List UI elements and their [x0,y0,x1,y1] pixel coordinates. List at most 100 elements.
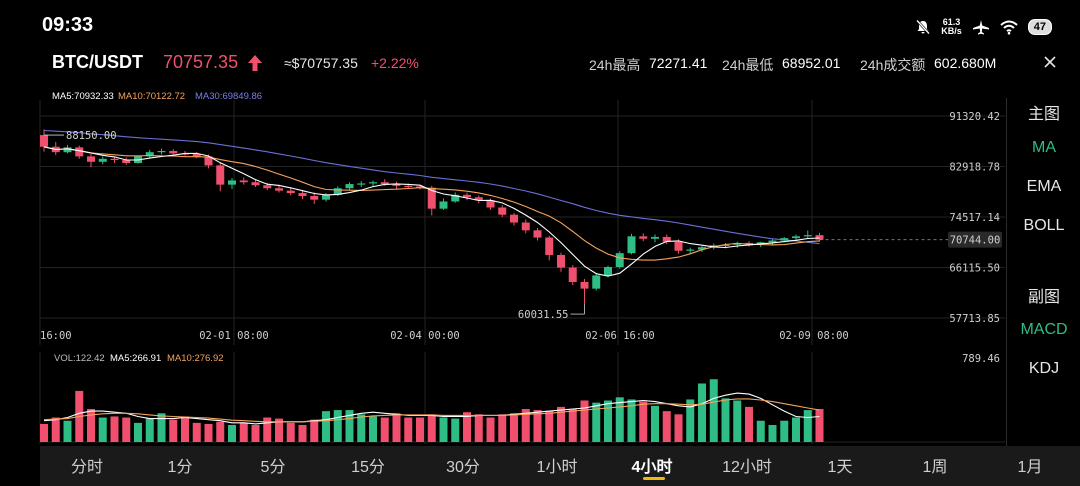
candle-body [639,236,648,239]
price-change: +2.22% [371,55,419,71]
timeframe-tab[interactable]: 1天 [827,459,853,476]
candle-body [310,196,319,200]
candle [110,156,119,164]
vol-ma10-line [43,398,820,423]
volume-bar [416,417,424,442]
candle [592,273,601,291]
candle [239,177,248,185]
timeframe-tab[interactable]: 5分 [260,459,286,476]
vol-ma10-legend: MA10:276.92 [167,353,224,364]
candle [604,265,612,278]
volume-bar [792,417,800,442]
timeframe-tab[interactable]: 分时 [70,459,104,476]
price-axis-label: 74517.14 [949,212,1000,224]
candle [498,205,507,218]
volume-bar [780,420,789,442]
candle-body [345,184,354,189]
timeframe-tab[interactable]: 1月 [1017,459,1043,476]
volume-bar [228,424,236,442]
arrow-up-icon [248,55,262,71]
timeframe-tab[interactable]: 15分 [351,459,385,476]
volume-bar [557,406,565,442]
volume-bar [380,417,389,442]
time-axis-label: 02-06 16:00 [585,330,655,342]
volume-chart[interactable]: 789.46 [0,352,1005,444]
candle-body [416,186,424,188]
candle-body [780,238,789,241]
candlestick-chart[interactable]: 88150.00 60031.55 70744.00 91320.42 82918.7… [0,100,1005,345]
indicator-ema[interactable]: EMA [1026,178,1062,195]
pair-symbol[interactable]: BTC/USDT [52,52,143,72]
candle-body [181,153,189,155]
candle-body [568,267,577,283]
candle [298,190,307,200]
volume-bar [122,417,131,442]
volume-bar [521,409,530,442]
candle-body [439,201,448,209]
candle-body [474,197,483,201]
volume-bar [145,418,154,442]
candle [251,179,260,188]
battery-level: 47 [1027,19,1052,35]
volume-bar [63,420,72,442]
timeframe-tab[interactable]: 1小时 [536,459,578,476]
candle [615,251,624,269]
timeframe-tab[interactable]: 1周 [922,459,948,476]
indicator-macd[interactable]: MACD [1020,321,1068,338]
ma10-line [43,146,820,261]
volume-bar [181,416,189,442]
volume-bar [275,418,283,442]
candle-body [721,244,730,246]
volume-bar [721,398,730,442]
volume-bar [404,417,413,442]
candle [145,149,154,159]
volume-bar [357,414,366,442]
candle-body [251,182,260,186]
ma10-legend: MA10:70122.72 [118,91,186,102]
candle [75,145,84,159]
volume-bar [192,422,201,442]
candle-body [498,207,507,215]
status-icons: 61.3 KB/s 47 [915,14,1052,40]
timeframe-tab[interactable]: 30分 [446,459,480,476]
timeframe-tab[interactable]: 4小时 [631,459,673,476]
candle-body [75,147,84,157]
volume-bar [251,424,260,442]
candle [169,149,178,155]
candle-body [686,249,695,251]
volume-bar [651,405,659,442]
candle-body [87,156,95,162]
volume-bar [298,424,307,442]
candle-body [604,266,612,276]
indicator-ma[interactable]: MA [1032,139,1056,156]
candle [580,279,589,305]
wifi-icon [1000,20,1018,35]
time-axis-label: 02-04 00:00 [390,330,460,342]
candle [216,162,225,192]
candle-body [486,200,495,208]
indicator-kdj[interactable]: KDJ [1028,360,1060,377]
candle [228,178,236,189]
indicator-boll[interactable]: BOLL [1023,217,1065,234]
candle-body [369,182,377,184]
sub-indicator-title: 副图 [1027,289,1060,306]
candle [686,247,695,254]
candle [40,129,48,152]
panel-divider [1006,98,1007,446]
volume-bar [709,379,718,442]
volume-bar [604,400,612,442]
active-timeframe-indicator [643,477,665,480]
timeframe-tab[interactable]: 1分 [167,459,193,476]
candle [698,245,706,252]
volume-bar [157,413,166,442]
candle [627,233,636,255]
close-icon[interactable] [1040,52,1060,72]
candle [122,157,131,165]
volume-bar [674,414,683,442]
volume-label: 24h成交额 [860,57,926,73]
volume-bar [369,416,377,442]
timeframe-tab[interactable]: 12小时 [722,459,772,476]
candle [392,181,401,189]
candle [568,265,577,286]
vol-legend: VOL:122.42 [54,353,105,364]
